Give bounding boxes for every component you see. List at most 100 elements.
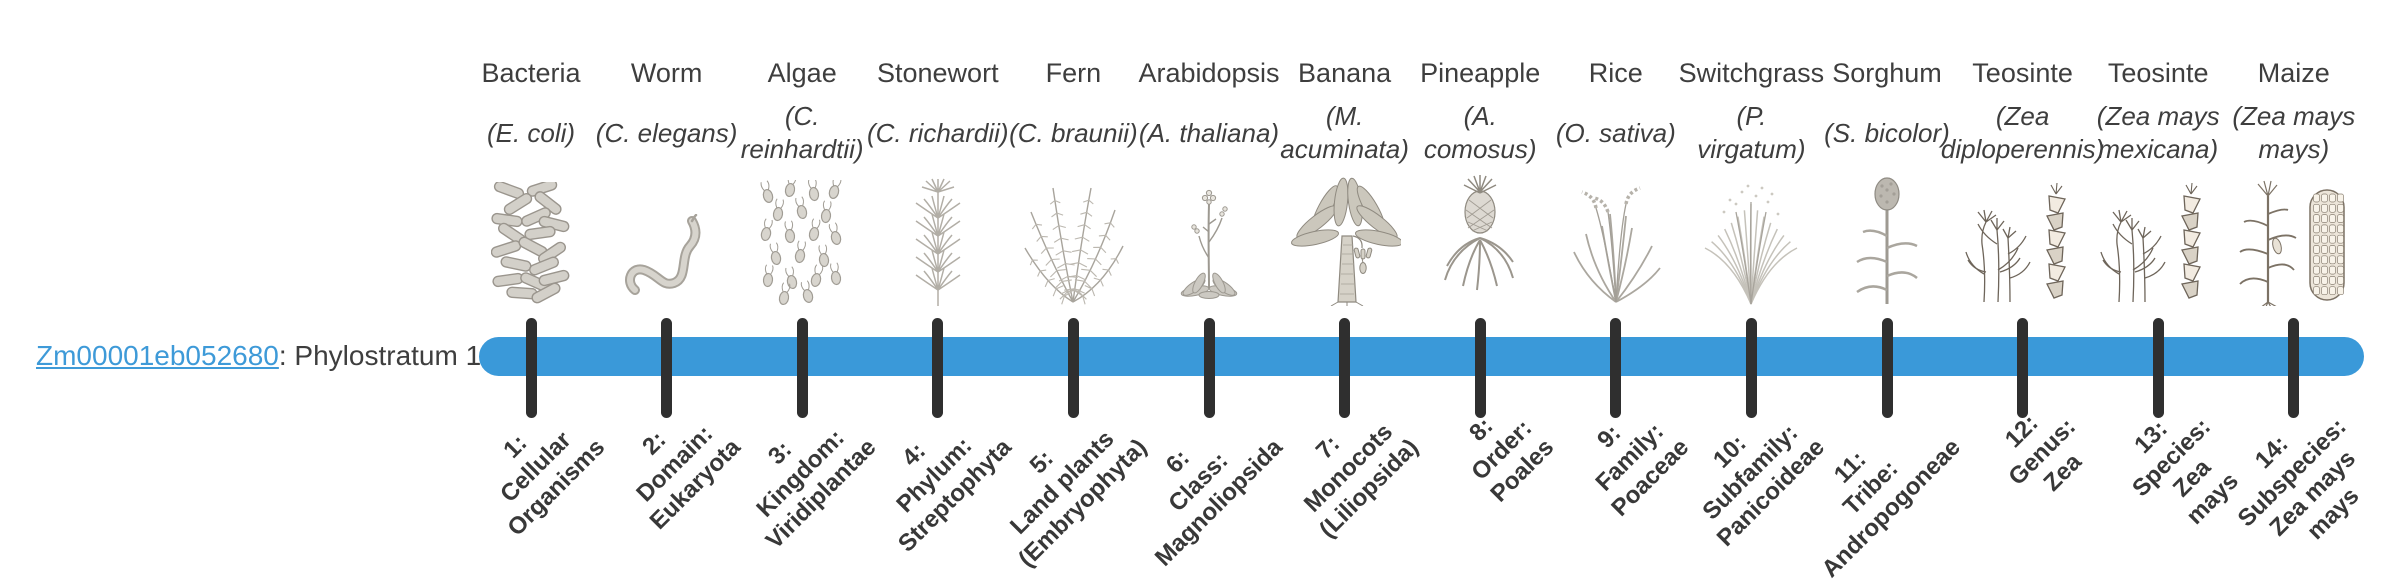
organism-column: Worm (C. elegans) [580, 55, 754, 169]
scientific-name-line: diploperennis) [1940, 134, 2105, 164]
scientific-name-line: (Zea mays [2232, 101, 2356, 131]
stage-label-line: Streptophyta [892, 433, 1017, 558]
stage-label: 9: Family: Poaceae [1565, 392, 1695, 522]
stage-label: 5: Land plants (Embryophyta) [972, 392, 1153, 573]
algae-illustration [715, 168, 889, 306]
teosinte-mexicana-illustration [2071, 168, 2245, 306]
scientific-name-line: virgatum) [1697, 134, 1806, 164]
scientific-name-line: (O. sativa) [1555, 117, 1676, 148]
timeline-tick [1474, 318, 1486, 418]
scientific-name-line: (C. [784, 101, 820, 131]
organism-column: Fern (C. braunii) [986, 55, 1160, 169]
stage-label-line: Subfamily: [1697, 419, 1804, 526]
stage-label: 14: Subspecies: Zea mays mays [2212, 392, 2394, 574]
timeline-tick [1203, 318, 1215, 418]
stage-label-line: 5: [1024, 445, 1059, 480]
scientific-name-line: comosus) [1423, 134, 1537, 164]
organism-common-name: Teosinte [1972, 58, 2073, 88]
bacteria-illustration [444, 168, 618, 306]
maize-illustration [2207, 168, 2381, 306]
gene-label: Zm00001eb052680: Phylostratum 1 [36, 340, 481, 372]
stage-label-line: mays [2302, 482, 2365, 546]
arabidopsis-illustration [1122, 168, 1296, 306]
organism-column: Pineapple (A. comosus) [1393, 55, 1567, 169]
stage-label-line: 2: [636, 426, 671, 461]
scientific-name-line: (C. elegans) [595, 117, 738, 148]
scientific-name-line: (Zea [1995, 101, 2050, 131]
stage-label-line: 7: [1310, 430, 1345, 465]
stage-label-line: (Embryophyta) [1013, 433, 1153, 573]
stage-label-line: Tribe: [1838, 455, 1904, 521]
stage-label-line: Order: [1466, 414, 1538, 486]
organism-scientific-name: (Zea mays mays) [2207, 97, 2381, 169]
organism-scientific-name: (M. acuminata) [1258, 97, 1432, 169]
gene-link[interactable]: Zm00001eb052680 [36, 340, 279, 371]
stage-label-line: Subspecies: [2233, 413, 2353, 533]
stonewort-illustration [851, 168, 1025, 306]
timeline-tick [2017, 318, 2029, 418]
stage-label-line: Cellular [494, 426, 577, 508]
banana-illustration [1258, 168, 1432, 306]
stage-label-line: Poaceae [1606, 433, 1695, 522]
scientific-name-line: (C. richardii) [867, 117, 1009, 148]
organism-scientific-name: (C. richardii) [851, 97, 1025, 169]
stage-label-line: Kingdom: [751, 424, 850, 523]
timeline-tick [661, 318, 673, 418]
organism-scientific-name: (C. elegans) [580, 97, 754, 169]
organism-column: Teosinte (Zea mays mexicana) [2071, 55, 2245, 169]
stage-label: 11: Tribe: Andropogoneae [1775, 392, 1967, 580]
scientific-name-line: reinhardtii) [740, 134, 864, 164]
stage-label: 8: Order: Poales [1443, 392, 1559, 508]
stage-label-line: Monocots [1298, 418, 1398, 518]
scientific-name-line: (A. [1463, 101, 1497, 131]
stage-label-line: Organisms [502, 433, 610, 542]
stage-label-line: Zea [2038, 448, 2087, 497]
timeline-tick [796, 318, 808, 418]
timeline-tick [2152, 318, 2164, 418]
organism-scientific-name: (C. braunii) [986, 97, 1160, 169]
scientific-name-line: (P. [1736, 101, 1767, 131]
organism-common-name: Banana [1298, 58, 1392, 88]
stage-label-line: 14: [2250, 430, 2294, 475]
organism-column: Sorghum (S. bicolor) [1800, 55, 1974, 169]
organism-column: Stonewort (C. richardii) [851, 55, 1025, 169]
organism-scientific-name: (A. thaliana) [1122, 97, 1296, 169]
stage-label-line: Andropogoneae [1816, 433, 1966, 580]
timeline-tick [932, 318, 944, 418]
organism-common-name: Arabidopsis [1138, 58, 1280, 88]
rice-illustration [1529, 168, 1703, 306]
scientific-name-line: (S. bicolor) [1824, 117, 1950, 148]
teosinte-diploperennis-illustration [1936, 168, 2110, 306]
organism-column: Algae (C. reinhardtii) [715, 55, 889, 169]
scientific-name-line: (C. braunii) [1009, 117, 1138, 148]
organism-common-name: Teosinte [2107, 58, 2209, 88]
stage-label-line: Panicoideae [1712, 433, 1831, 552]
organism-common-name: Fern [1045, 58, 1102, 88]
stage-label-line: 4: [896, 437, 931, 472]
organism-scientific-name: (Zea diploperennis) [1936, 97, 2110, 169]
phylostratum-bar [479, 337, 2364, 376]
timeline-tick [1881, 318, 1893, 418]
stage-label-line: Genus: [2003, 413, 2081, 491]
stage-label-line: Land plants [1005, 425, 1120, 540]
timeline-tick [2288, 318, 2300, 418]
switchgrass-illustration [1664, 168, 1838, 306]
organism-common-name: Rice [1588, 58, 1643, 88]
organism-column: Maize (Zea mays mays) [2207, 55, 2381, 169]
sorghum-illustration [1800, 168, 1974, 306]
organism-common-name: Pineapple [1420, 58, 1541, 88]
stage-label: 12: Genus: Zea [1982, 392, 2102, 512]
organism-scientific-name: (S. bicolor) [1800, 97, 1974, 169]
stage-label-line: mays [2181, 467, 2245, 530]
stage-label-line: 11: [1828, 445, 1872, 489]
stage-label: 6: Class: Magnoliopsida [1108, 392, 1288, 572]
organism-scientific-name: (E. coli) [444, 97, 618, 169]
stage-label-line: Phylum: [891, 432, 978, 519]
scientific-name-line: mexicana) [2098, 134, 2219, 164]
organism-common-name: Bacteria [481, 58, 581, 88]
organism-column: Bacteria (E. coli) [444, 55, 618, 169]
pineapple-illustration [1393, 168, 1567, 306]
stage-label-line: Domain: [630, 420, 718, 508]
organism-column: Rice (O. sativa) [1529, 55, 1703, 169]
